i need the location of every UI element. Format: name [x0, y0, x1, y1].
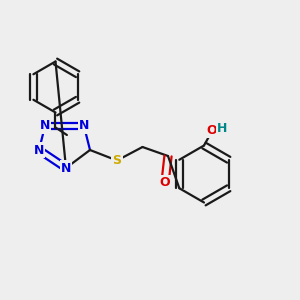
Text: N: N [40, 119, 50, 133]
Text: O: O [160, 176, 170, 190]
Text: O: O [206, 124, 217, 137]
Text: N: N [79, 119, 89, 133]
Text: N: N [34, 143, 44, 157]
Text: H: H [217, 122, 227, 136]
Text: S: S [112, 154, 122, 167]
Text: N: N [61, 161, 71, 175]
